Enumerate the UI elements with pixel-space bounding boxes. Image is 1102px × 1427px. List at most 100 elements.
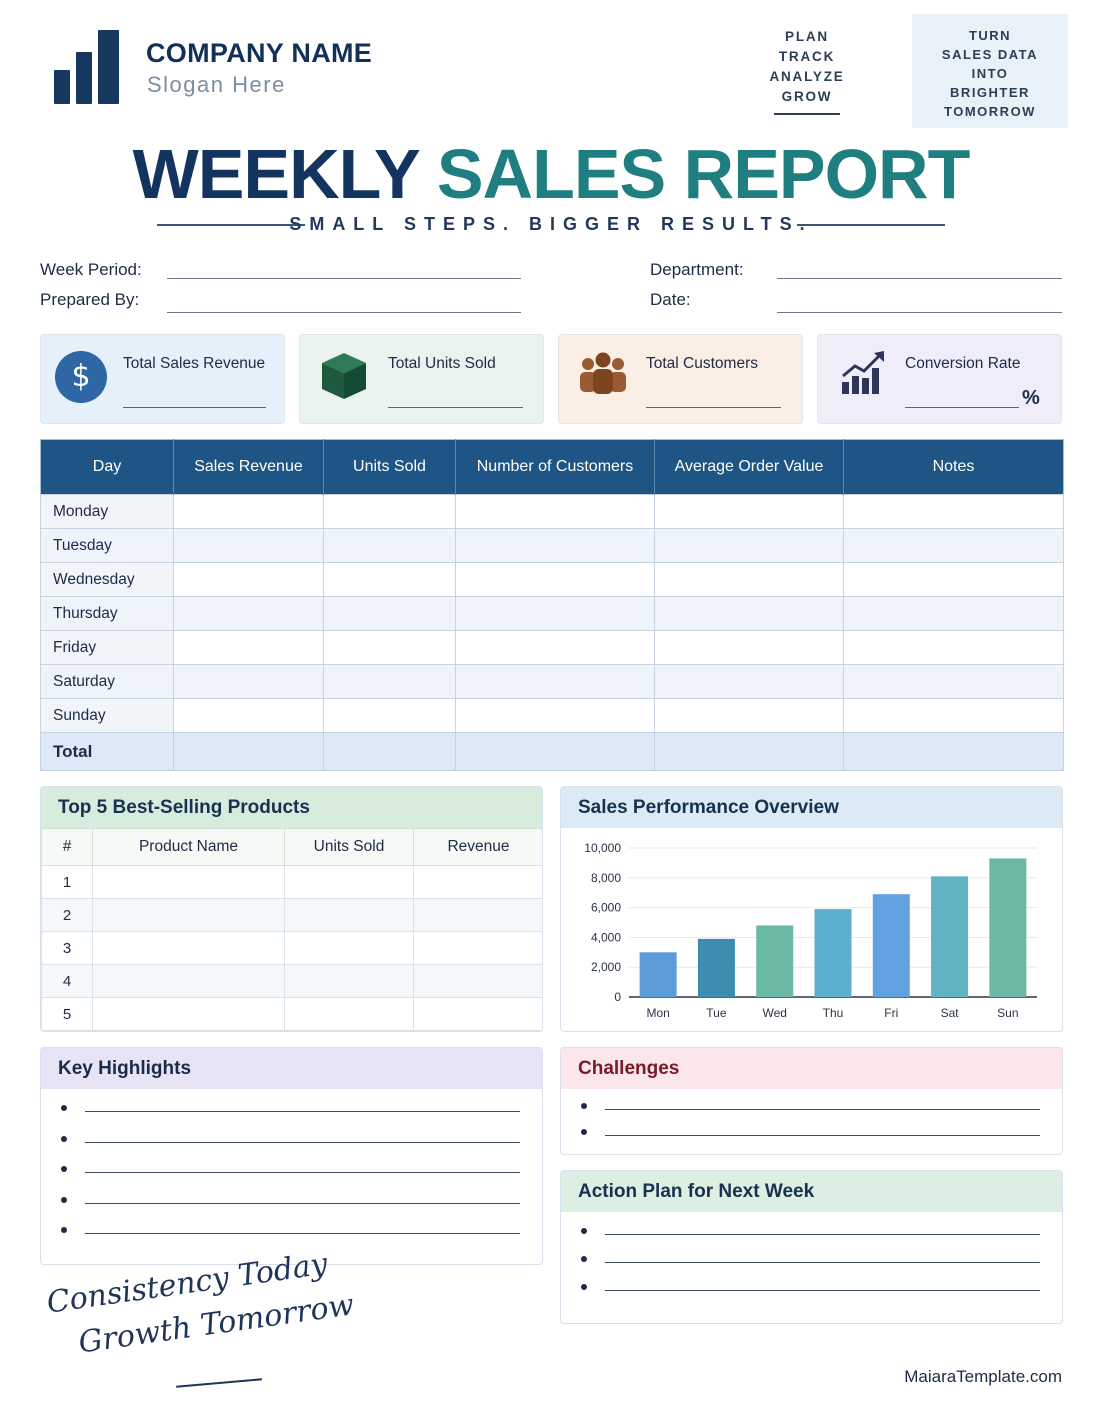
entry-cell[interactable] [323, 664, 456, 699]
entry-cell[interactable] [413, 964, 542, 998]
prepared-by-label: Prepared By: [40, 290, 140, 309]
entry-cell[interactable] [654, 596, 844, 631]
kpi-value-field[interactable] [905, 407, 1019, 408]
entry-cell[interactable] [92, 964, 285, 998]
x-tick-label: Mon [646, 1006, 669, 1020]
bullet-line[interactable] [61, 1164, 520, 1195]
entry-cell[interactable] [843, 494, 1064, 529]
entry-cell[interactable] [654, 562, 844, 597]
entry-cell[interactable] [455, 562, 655, 597]
entry-cell[interactable] [323, 698, 456, 733]
bar-fri [872, 894, 910, 997]
total-cell[interactable] [843, 732, 1064, 771]
entry-cell[interactable] [455, 698, 655, 733]
motto-line: PLAN [785, 29, 829, 44]
title-part2: SALES REPORT [436, 135, 971, 213]
total-cell[interactable] [455, 732, 655, 771]
bar-tue [697, 938, 735, 997]
report-subtitle: SMALL STEPS. BIGGER RESULTS. [289, 214, 813, 234]
entry-cell[interactable] [173, 596, 324, 631]
bullet-line[interactable] [581, 1254, 1040, 1282]
column-header: Number of Customers [455, 439, 655, 495]
x-tick-label: Fri [884, 1006, 898, 1020]
entry-cell[interactable] [843, 664, 1064, 699]
key-highlights-panel: Key Highlights [40, 1047, 543, 1265]
bullet-line[interactable] [61, 1195, 520, 1226]
sales-bar-chart: 10,000 8,000 6,000 4,000 2,000 0 Mon Tue Wed Thu F… [584, 841, 1037, 1020]
highlights-list [41, 1089, 542, 1256]
entry-cell[interactable] [455, 494, 655, 529]
challenges-panel: Challenges [560, 1047, 1063, 1155]
entry-cell[interactable] [92, 865, 285, 899]
entry-cell[interactable] [413, 997, 542, 1031]
entry-cell[interactable] [654, 528, 844, 563]
entry-cell[interactable] [323, 494, 456, 529]
product-row: 2 [41, 898, 542, 932]
entry-cell[interactable] [173, 664, 324, 699]
entry-cell[interactable] [843, 596, 1064, 631]
entry-cell[interactable] [323, 562, 456, 597]
action-plan-panel: Action Plan for Next Week [560, 1170, 1063, 1324]
bullet-line[interactable] [581, 1226, 1040, 1254]
entry-cell[interactable] [654, 664, 844, 699]
entry-cell[interactable] [284, 997, 414, 1031]
challenges-list [561, 1089, 1062, 1153]
entry-cell[interactable] [323, 596, 456, 631]
entry-cell[interactable] [843, 528, 1064, 563]
total-cell[interactable] [654, 732, 844, 771]
bullet-line[interactable] [61, 1225, 520, 1256]
entry-cell[interactable] [455, 528, 655, 563]
kpi-card-customers: Total Customers [558, 334, 803, 424]
panel-title: Action Plan for Next Week [561, 1171, 1062, 1212]
entry-cell[interactable] [413, 931, 542, 965]
tagline-line: BRIGHTER [950, 85, 1030, 100]
entry-cell[interactable] [323, 630, 456, 665]
prepared-by-field[interactable] [167, 312, 521, 313]
entry-cell[interactable] [413, 865, 542, 899]
quote-underline [176, 1378, 262, 1388]
department-field[interactable] [777, 278, 1062, 279]
kpi-card-conversion: Conversion Rate % [817, 334, 1062, 424]
entry-cell[interactable] [173, 562, 324, 597]
bullet-line[interactable] [61, 1134, 520, 1165]
kpi-value-field[interactable] [388, 407, 523, 408]
entry-cell[interactable] [455, 630, 655, 665]
entry-cell[interactable] [284, 931, 414, 965]
entry-cell[interactable] [173, 630, 324, 665]
bullet-line[interactable] [61, 1103, 520, 1134]
entry-cell[interactable] [284, 964, 414, 998]
entry-cell[interactable] [654, 698, 844, 733]
date-field[interactable] [777, 312, 1062, 313]
company-name: COMPANY NAME [146, 38, 373, 68]
kpi-label: Total Units Sold [388, 355, 496, 372]
entry-cell[interactable] [173, 494, 324, 529]
entry-cell[interactable] [284, 865, 414, 899]
entry-cell[interactable] [654, 494, 844, 529]
entry-cell[interactable] [173, 698, 324, 733]
entry-cell[interactable] [843, 630, 1064, 665]
total-cell[interactable] [323, 732, 456, 771]
slogan: Slogan Here [147, 72, 286, 97]
entry-cell[interactable] [654, 630, 844, 665]
entry-cell[interactable] [413, 898, 542, 932]
week-period-field[interactable] [167, 278, 521, 279]
entry-cell[interactable] [843, 698, 1064, 733]
entry-cell[interactable] [284, 898, 414, 932]
kpi-value-field[interactable] [646, 407, 781, 408]
bullet-line[interactable] [581, 1127, 1040, 1153]
entry-cell[interactable] [92, 931, 285, 965]
entry-cell[interactable] [323, 528, 456, 563]
entry-cell[interactable] [173, 528, 324, 563]
entry-cell[interactable] [455, 664, 655, 699]
day-cell: Saturday [40, 664, 174, 699]
bullet-line[interactable] [581, 1282, 1040, 1310]
website-link[interactable]: MaiaraTemplate.com [904, 1367, 1062, 1386]
bullet-line[interactable] [581, 1101, 1040, 1127]
kpi-value-field[interactable] [123, 407, 266, 408]
total-cell[interactable] [173, 732, 324, 771]
y-tick-label: 6,000 [591, 901, 621, 915]
entry-cell[interactable] [92, 997, 285, 1031]
entry-cell[interactable] [455, 596, 655, 631]
entry-cell[interactable] [92, 898, 285, 932]
entry-cell[interactable] [843, 562, 1064, 597]
